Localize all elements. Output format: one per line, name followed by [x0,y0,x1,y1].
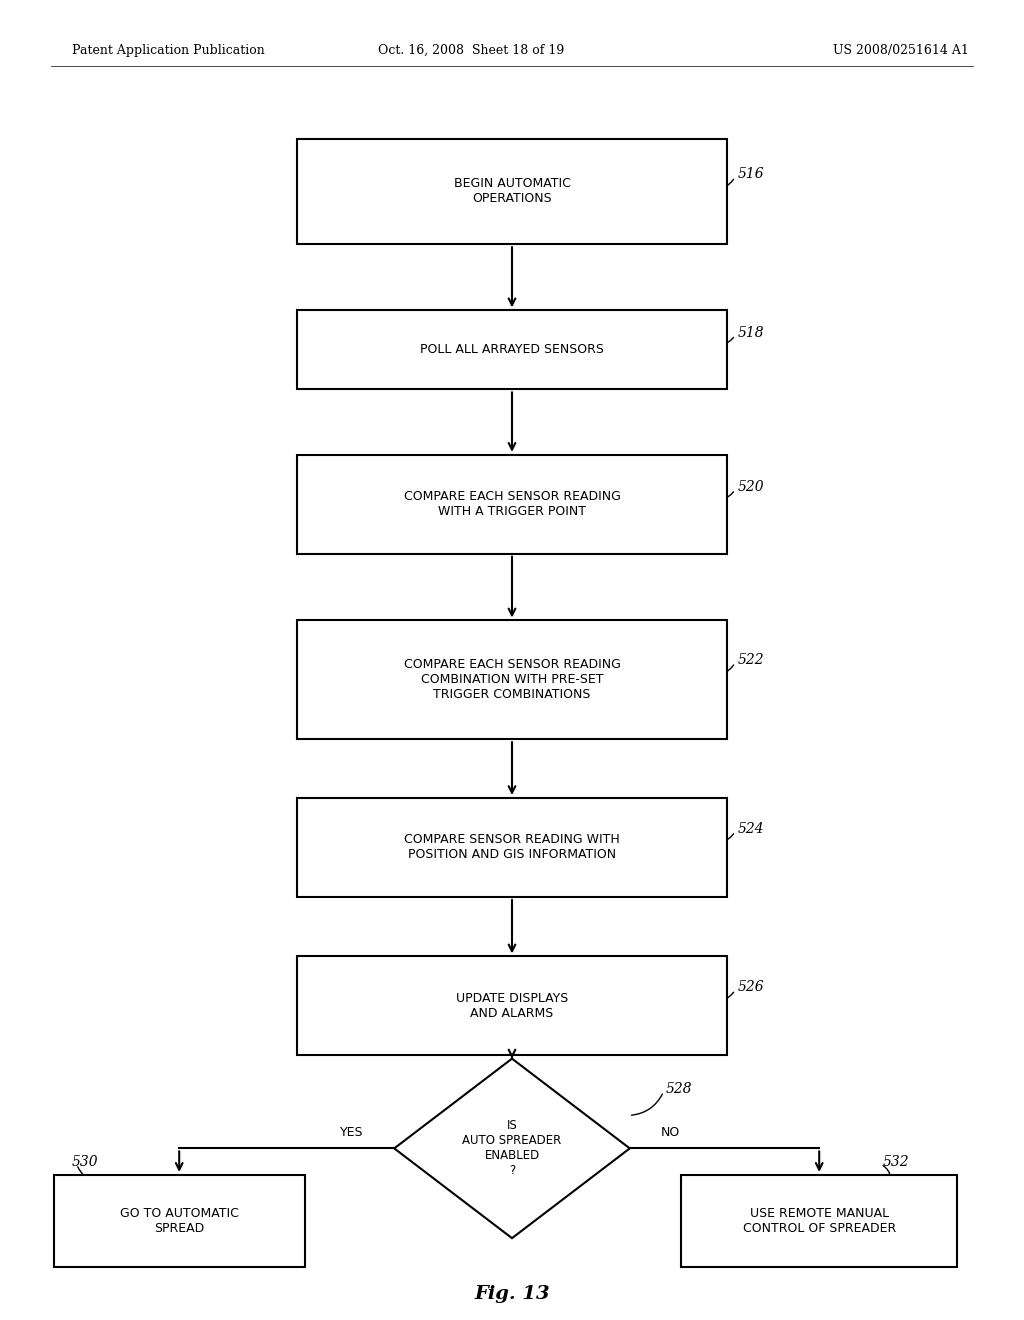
Text: USE REMOTE MANUAL
CONTROL OF SPREADER: USE REMOTE MANUAL CONTROL OF SPREADER [742,1206,896,1236]
Text: 524: 524 [737,822,764,836]
Text: 518: 518 [737,326,764,339]
Text: 532: 532 [883,1155,909,1168]
Bar [297,139,727,244]
Text: COMPARE EACH SENSOR READING
WITH A TRIGGER POINT: COMPARE EACH SENSOR READING WITH A TRIGG… [403,490,621,519]
Text: GO TO AUTOMATIC
SPREAD: GO TO AUTOMATIC SPREAD [120,1206,239,1236]
Text: 522: 522 [737,653,764,667]
Text: 530: 530 [72,1155,98,1168]
Bar [53,1175,305,1267]
Text: YES: YES [340,1126,364,1139]
Text: COMPARE EACH SENSOR READING
COMBINATION WITH PRE-SET
TRIGGER COMBINATIONS: COMPARE EACH SENSOR READING COMBINATION … [403,659,621,701]
Bar [681,1175,957,1267]
Text: Patent Application Publication: Patent Application Publication [72,44,264,57]
Text: BEGIN AUTOMATIC
OPERATIONS: BEGIN AUTOMATIC OPERATIONS [454,177,570,206]
Text: 520: 520 [737,480,764,494]
Text: POLL ALL ARRAYED SENSORS: POLL ALL ARRAYED SENSORS [420,343,604,356]
Text: NO: NO [660,1126,680,1139]
Polygon shape [394,1059,630,1238]
Bar [297,620,727,739]
Text: 526: 526 [737,981,764,994]
Text: Oct. 16, 2008  Sheet 18 of 19: Oct. 16, 2008 Sheet 18 of 19 [378,44,564,57]
Text: 528: 528 [666,1082,692,1096]
Text: IS
AUTO SPREADER
ENABLED
?: IS AUTO SPREADER ENABLED ? [463,1119,561,1177]
Bar [297,310,727,389]
Bar [297,797,727,898]
Text: 516: 516 [737,168,764,181]
Text: UPDATE DISPLAYS
AND ALARMS: UPDATE DISPLAYS AND ALARMS [456,991,568,1020]
Text: Fig. 13: Fig. 13 [474,1284,550,1303]
Text: US 2008/0251614 A1: US 2008/0251614 A1 [834,44,969,57]
Text: COMPARE SENSOR READING WITH
POSITION AND GIS INFORMATION: COMPARE SENSOR READING WITH POSITION AND… [404,833,620,862]
Bar [297,454,727,554]
Bar [297,956,727,1056]
